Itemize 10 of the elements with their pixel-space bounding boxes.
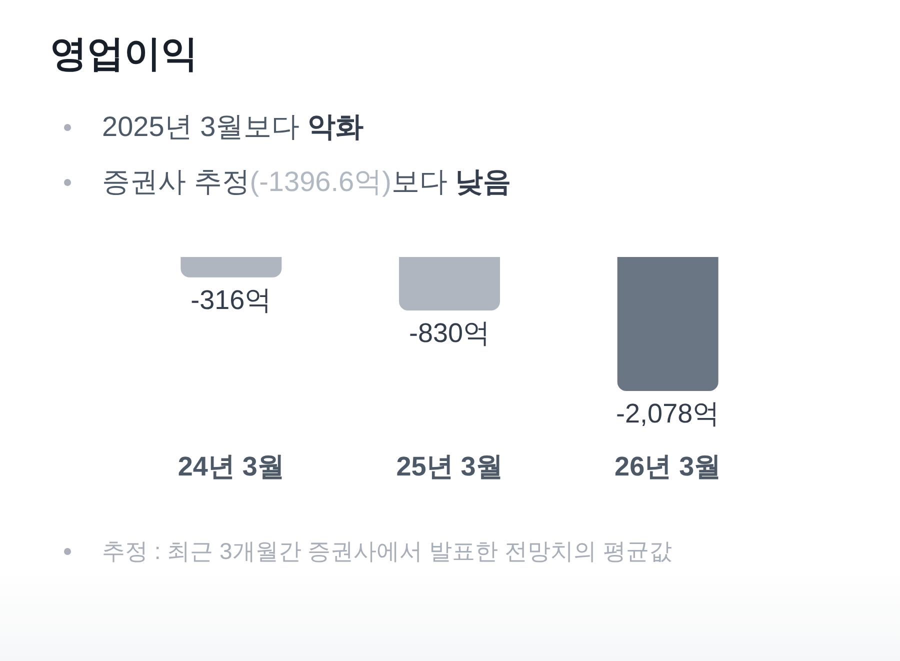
text: 2025년 3월보다 악화 bbox=[102, 111, 364, 142]
text: 추정 : 최근 3개월간 증권사에서 발표한 전망치의 평균값 bbox=[102, 537, 672, 566]
x-tick-label: 26년 3월 bbox=[614, 452, 722, 482]
chart-title: 영업이익 bbox=[50, 32, 198, 76]
data-label: -316억 bbox=[190, 284, 272, 315]
text: 증권사 추정(-1396.6억)보다 낮음 bbox=[102, 166, 512, 197]
data-label: -830억 bbox=[408, 318, 490, 348]
x-tick-label: 24년 3월 bbox=[178, 452, 284, 482]
data-label: -2,078억 bbox=[616, 398, 720, 428]
x-tick-label: 25년 3월 bbox=[396, 452, 503, 482]
